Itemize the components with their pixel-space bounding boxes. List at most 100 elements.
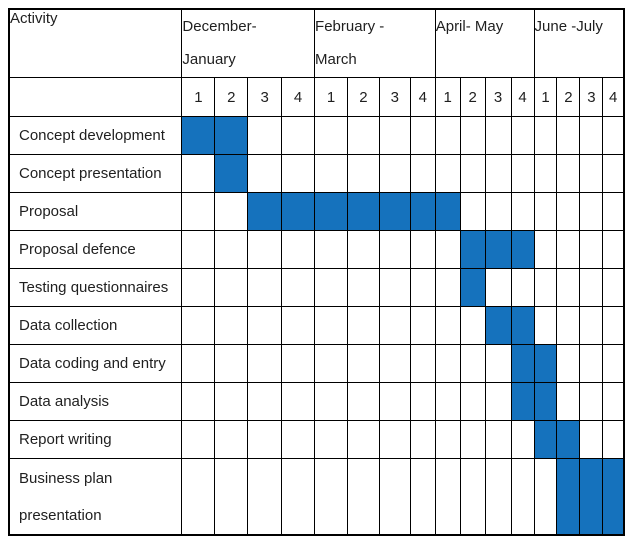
- week-cell: [434, 458, 461, 536]
- week-cell: [484, 154, 512, 193]
- week-cell: [510, 420, 535, 459]
- activity-label: Data analysis: [8, 382, 183, 421]
- week-cell: [484, 382, 512, 421]
- month-header-december-january: December- January: [181, 8, 316, 78]
- month-label-line: February -: [315, 18, 385, 35]
- week-cell: [602, 420, 625, 459]
- week-cell: [378, 420, 411, 459]
- gantt-bar-cell: [556, 420, 581, 459]
- week-cell: [484, 268, 512, 307]
- week-number-header: 2: [459, 77, 486, 117]
- month-header-row: Activity December- January February - Ma…: [8, 8, 625, 78]
- activity-row: Testing questionnaires: [8, 268, 625, 307]
- activity-row: Report writing: [8, 420, 625, 459]
- gantt-bar-cell: [579, 458, 604, 536]
- activity-label-line: presentation: [19, 506, 102, 524]
- week-cell: [346, 116, 380, 155]
- week-cell: [434, 306, 461, 345]
- gantt-bar-cell: [247, 192, 283, 231]
- activity-label-line: Data analysis: [19, 393, 110, 410]
- week-cell: [281, 382, 316, 421]
- week-cell: [459, 306, 486, 345]
- week-cell: [510, 154, 535, 193]
- week-cell: [346, 306, 380, 345]
- week-cell: [281, 458, 316, 536]
- month-label-line: June -July: [534, 18, 603, 35]
- week-cell: [314, 306, 348, 345]
- week-cell: [579, 382, 604, 421]
- week-header-empty-cell: [8, 77, 183, 117]
- gantt-bar-cell: [214, 154, 249, 193]
- week-cell: [409, 268, 436, 307]
- month-label-line: January: [182, 51, 236, 68]
- week-number-header: 1: [181, 77, 216, 117]
- activity-row: Business plan presentation: [8, 458, 625, 536]
- week-number-header: 2: [214, 77, 249, 117]
- week-cell: [533, 192, 558, 231]
- week-cell: [533, 458, 558, 536]
- week-cell: [510, 116, 535, 155]
- week-cell: [346, 344, 380, 383]
- week-cell: [409, 154, 436, 193]
- activity-label: Data collection: [8, 306, 183, 345]
- gantt-bar-cell: [484, 306, 512, 345]
- week-cell: [247, 306, 283, 345]
- week-number-header: 2: [556, 77, 581, 117]
- week-cell: [314, 154, 348, 193]
- activity-row: Concept presentation: [8, 154, 625, 193]
- week-cell: [556, 192, 581, 231]
- activity-label: Business plan presentation: [8, 458, 183, 536]
- week-cell: [602, 230, 625, 269]
- activity-label: Data coding and entry: [8, 344, 183, 383]
- week-cell: [556, 344, 581, 383]
- week-cell: [214, 268, 249, 307]
- week-cell: [579, 420, 604, 459]
- activity-label: Report writing: [8, 420, 183, 459]
- activity-label-line: Proposal: [19, 203, 79, 220]
- week-number-header: 3: [484, 77, 512, 117]
- gantt-bar-cell: [510, 230, 535, 269]
- week-cell: [378, 306, 411, 345]
- week-cell: [459, 382, 486, 421]
- week-cell: [579, 306, 604, 345]
- week-cell: [510, 192, 535, 231]
- activity-label-line: Data collection: [19, 317, 118, 334]
- week-cell: [533, 306, 558, 345]
- week-cell: [533, 230, 558, 269]
- activity-label-line: Proposal defence: [19, 241, 136, 258]
- week-number-header: 1: [434, 77, 461, 117]
- week-cell: [409, 420, 436, 459]
- week-cell: [510, 268, 535, 307]
- week-cell: [181, 382, 216, 421]
- week-cell: [378, 154, 411, 193]
- week-cell: [579, 154, 604, 193]
- week-cell: [346, 154, 380, 193]
- week-cell: [459, 192, 486, 231]
- activity-row: Data coding and entry: [8, 344, 625, 383]
- week-cell: [409, 116, 436, 155]
- week-cell: [602, 154, 625, 193]
- week-cell: [434, 116, 461, 155]
- week-cell: [533, 116, 558, 155]
- week-cell: [378, 116, 411, 155]
- week-cell: [214, 420, 249, 459]
- week-cell: [378, 382, 411, 421]
- gantt-bar-cell: [533, 344, 558, 383]
- month-header-april-may: April- May: [434, 8, 535, 78]
- week-cell: [556, 154, 581, 193]
- activity-header-label: Activity: [10, 10, 58, 27]
- week-cell: [181, 344, 216, 383]
- week-cell: [459, 458, 486, 536]
- activity-label: Testing questionnaires: [8, 268, 183, 307]
- week-cell: [602, 344, 625, 383]
- week-number-header: 1: [533, 77, 558, 117]
- week-cell: [314, 420, 348, 459]
- activity-label-line: Concept development: [19, 127, 165, 144]
- gantt-bar-cell: [346, 192, 380, 231]
- week-cell: [247, 116, 283, 155]
- week-cell: [247, 268, 283, 307]
- gantt-bar-cell: [510, 306, 535, 345]
- activity-label: Proposal defence: [8, 230, 183, 269]
- activity-label-line: Report writing: [19, 431, 112, 448]
